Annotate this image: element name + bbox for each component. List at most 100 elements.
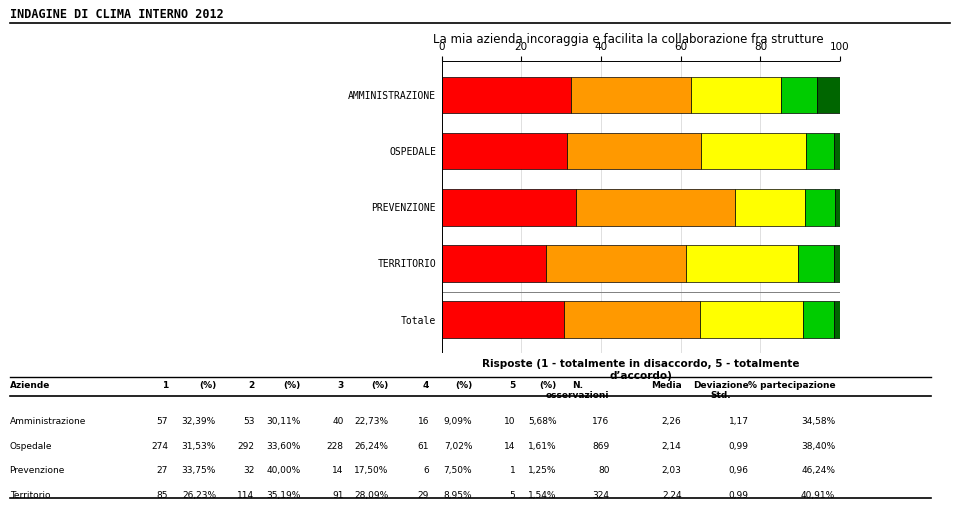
Bar: [576, 189, 735, 226]
Text: 2,26: 2,26: [661, 417, 682, 426]
Text: 33,60%: 33,60%: [266, 442, 300, 451]
Text: 38,40%: 38,40%: [801, 442, 835, 451]
Text: 1,54%: 1,54%: [528, 491, 557, 500]
Text: 1,25%: 1,25%: [528, 466, 557, 476]
Text: 91: 91: [332, 491, 344, 500]
Bar: [442, 77, 570, 113]
Text: La mia azienda incoraggia e facilita la collaborazione fra strutture: La mia azienda incoraggia e facilita la …: [434, 33, 824, 46]
Text: 869: 869: [592, 442, 610, 451]
Bar: [781, 77, 817, 113]
Text: Aziende: Aziende: [10, 381, 50, 391]
Text: 28,09%: 28,09%: [354, 491, 389, 500]
Bar: [834, 245, 840, 282]
Text: 2,24: 2,24: [662, 491, 682, 500]
Bar: [798, 245, 834, 282]
Bar: [833, 133, 840, 169]
Text: 29: 29: [418, 491, 429, 500]
Bar: [442, 245, 546, 282]
Text: 35,19%: 35,19%: [266, 491, 300, 500]
Text: INDAGINE DI CLIMA INTERNO 2012: INDAGINE DI CLIMA INTERNO 2012: [10, 8, 224, 20]
Bar: [834, 302, 840, 338]
Bar: [442, 302, 564, 338]
Text: 1,17: 1,17: [729, 417, 749, 426]
Text: 61: 61: [418, 442, 429, 451]
Text: 32: 32: [243, 466, 254, 476]
Bar: [442, 189, 576, 226]
Text: 27: 27: [156, 466, 168, 476]
Text: % partecipazione: % partecipazione: [748, 381, 835, 391]
Bar: [690, 77, 781, 113]
Text: 9,09%: 9,09%: [444, 417, 472, 426]
Text: 32,39%: 32,39%: [181, 417, 216, 426]
Text: 46,24%: 46,24%: [802, 466, 835, 476]
Text: 14: 14: [332, 466, 344, 476]
Text: 2: 2: [248, 381, 254, 391]
Text: (%): (%): [540, 381, 557, 391]
Text: 176: 176: [592, 417, 610, 426]
Text: 292: 292: [237, 442, 254, 451]
Text: 31,53%: 31,53%: [181, 442, 216, 451]
Text: 7,02%: 7,02%: [444, 442, 472, 451]
Text: 2,14: 2,14: [661, 442, 682, 451]
Text: 57: 57: [156, 417, 168, 426]
Text: Prevenzione: Prevenzione: [10, 466, 65, 476]
Text: 0,99: 0,99: [729, 491, 749, 500]
Text: (%): (%): [455, 381, 472, 391]
Bar: [835, 189, 840, 226]
Text: 34,58%: 34,58%: [801, 417, 835, 426]
Text: 26,24%: 26,24%: [355, 442, 389, 451]
Text: Risposte (1 - totalmente in disaccordo, 5 - totalmente: Risposte (1 - totalmente in disaccordo, …: [482, 358, 800, 369]
Text: 5: 5: [509, 381, 516, 391]
Text: 1,61%: 1,61%: [528, 442, 557, 451]
Text: 14: 14: [504, 442, 516, 451]
Text: 40,91%: 40,91%: [801, 491, 835, 500]
Bar: [546, 245, 686, 282]
Text: Deviazione
Std.: Deviazione Std.: [693, 381, 749, 400]
Bar: [805, 189, 835, 226]
Text: 8,95%: 8,95%: [444, 491, 472, 500]
Text: 5: 5: [510, 491, 516, 500]
Text: Ospedale: Ospedale: [10, 442, 52, 451]
Bar: [817, 77, 840, 113]
Bar: [805, 133, 833, 169]
Text: d’accordo): d’accordo): [610, 371, 672, 381]
Text: 1: 1: [161, 381, 168, 391]
Text: 40: 40: [332, 417, 344, 426]
Bar: [803, 302, 834, 338]
Text: 228: 228: [326, 442, 344, 451]
Text: 10: 10: [504, 417, 516, 426]
Text: Territorio: Territorio: [10, 491, 50, 500]
Text: 0,99: 0,99: [729, 442, 749, 451]
Bar: [442, 133, 567, 169]
Text: 22,73%: 22,73%: [354, 417, 389, 426]
Text: Media: Media: [651, 381, 682, 391]
Text: 53: 53: [243, 417, 254, 426]
Bar: [564, 302, 701, 338]
Text: (%): (%): [283, 381, 300, 391]
Text: 324: 324: [592, 491, 610, 500]
Text: 114: 114: [237, 491, 254, 500]
Bar: [735, 189, 805, 226]
Text: 85: 85: [156, 491, 168, 500]
Text: 30,11%: 30,11%: [266, 417, 300, 426]
Text: 4: 4: [422, 381, 429, 391]
Text: 7,50%: 7,50%: [444, 466, 472, 476]
Text: 40,00%: 40,00%: [266, 466, 300, 476]
Text: 17,50%: 17,50%: [354, 466, 389, 476]
Text: 2,03: 2,03: [661, 466, 682, 476]
Text: 0,96: 0,96: [729, 466, 749, 476]
Text: 5,68%: 5,68%: [528, 417, 557, 426]
Text: 33,75%: 33,75%: [181, 466, 216, 476]
Bar: [686, 245, 798, 282]
Text: Amministrazione: Amministrazione: [10, 417, 86, 426]
Bar: [701, 133, 805, 169]
Text: (%): (%): [372, 381, 389, 391]
Text: 274: 274: [151, 442, 168, 451]
Text: (%): (%): [199, 381, 216, 391]
Bar: [570, 77, 690, 113]
Text: 16: 16: [418, 417, 429, 426]
Text: 26,23%: 26,23%: [181, 491, 216, 500]
Text: N.
osservazioni: N. osservazioni: [546, 381, 610, 400]
Text: 80: 80: [598, 466, 610, 476]
Text: 6: 6: [423, 466, 429, 476]
